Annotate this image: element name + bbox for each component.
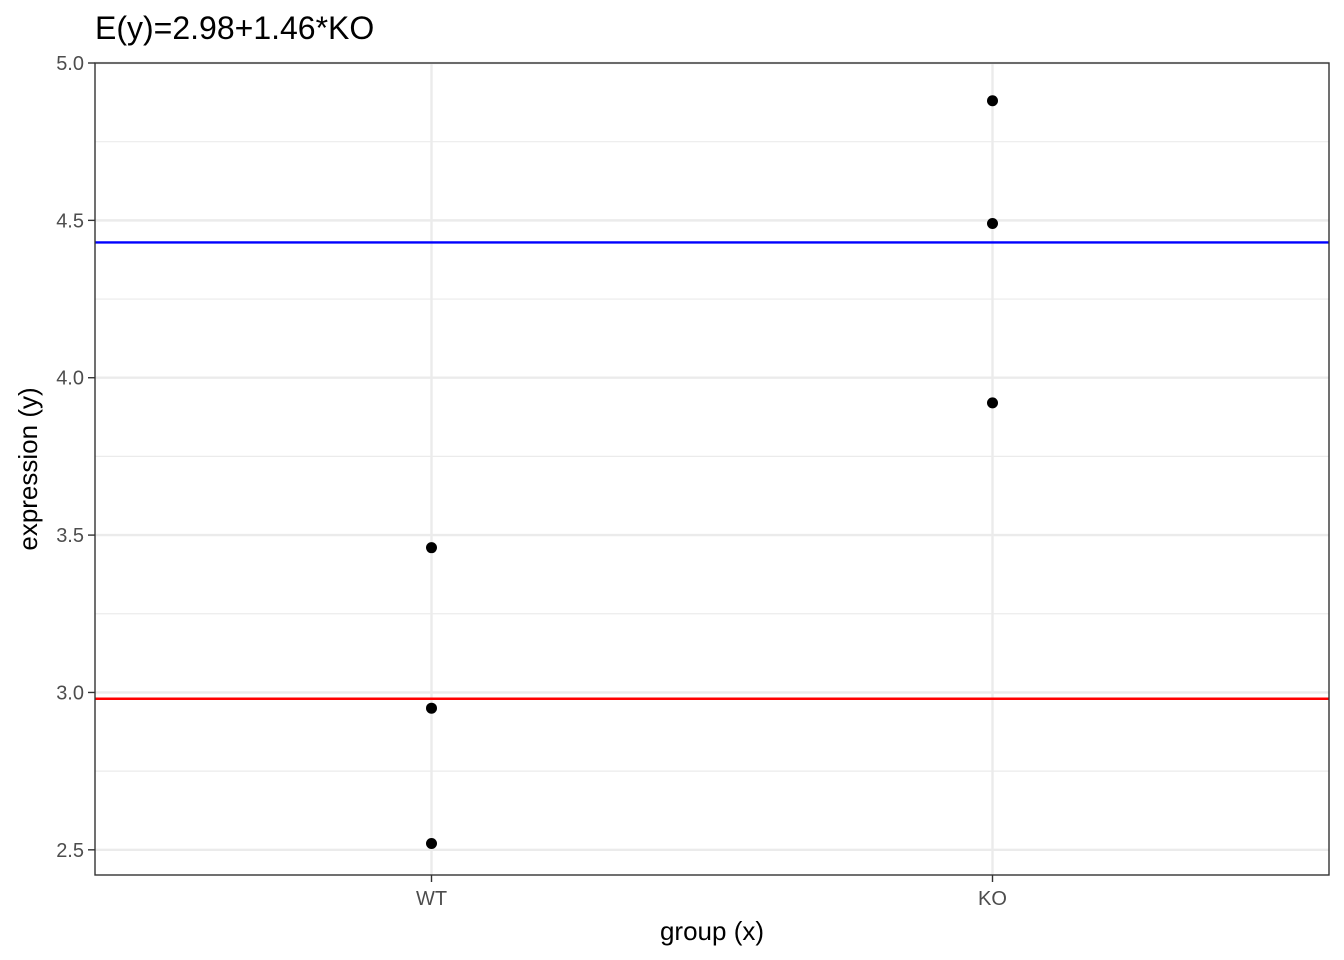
- y-tick-label: 3.0: [56, 682, 84, 704]
- panel-background: [95, 63, 1329, 875]
- panel-border: [94, 62, 1330, 876]
- x-tick-label: KO: [978, 888, 1007, 910]
- reference-lines: [95, 241, 1329, 700]
- y-tick-label: 5.0: [56, 53, 84, 75]
- data-point: [426, 702, 437, 714]
- chart-title: E(y)=2.98+1.46*KO: [95, 10, 374, 46]
- x-axis-title: group (x): [660, 916, 764, 946]
- y-tick-label: 3.5: [56, 525, 84, 547]
- x-tick-label: WT: [416, 888, 447, 910]
- y-tick-label: 4.0: [56, 368, 84, 390]
- y-tick-label: 2.5: [56, 840, 84, 862]
- data-point: [426, 838, 437, 850]
- data-point: [987, 95, 998, 107]
- data-point: [987, 397, 998, 409]
- axes: 2.5 3.0 3.5 4.0 4.5 5.0 WT KO: [56, 53, 1007, 910]
- data-point: [426, 542, 437, 554]
- data-point: [987, 218, 998, 230]
- grid: [95, 61, 1329, 875]
- y-tick-label: 4.5: [56, 210, 84, 232]
- y-axis-title: expression (y): [13, 387, 43, 550]
- data-points: [426, 95, 998, 850]
